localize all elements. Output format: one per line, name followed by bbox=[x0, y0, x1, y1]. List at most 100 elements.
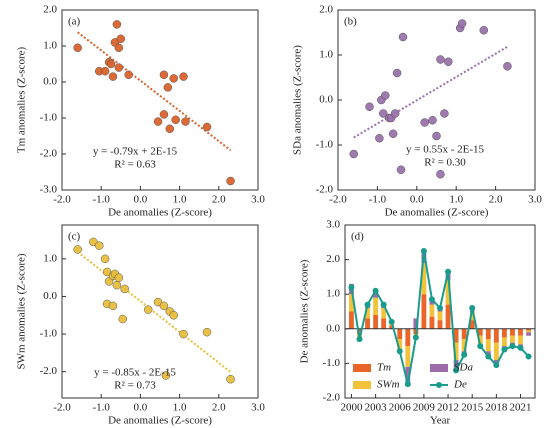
line-marker bbox=[404, 381, 411, 388]
legend-label: SDa bbox=[454, 362, 473, 374]
point bbox=[161, 371, 171, 380]
point bbox=[108, 301, 118, 311]
line-marker bbox=[372, 287, 379, 294]
bar-segment bbox=[373, 290, 379, 298]
line-marker bbox=[380, 301, 387, 308]
legend-swatch bbox=[353, 381, 371, 389]
point bbox=[179, 72, 188, 81]
bar-segment bbox=[453, 328, 459, 343]
bar-segment bbox=[485, 339, 491, 352]
point bbox=[153, 117, 163, 126]
point bbox=[226, 374, 235, 384]
plot-frame bbox=[61, 224, 259, 399]
y-tick-label: 1.0 bbox=[43, 252, 57, 264]
point bbox=[432, 131, 441, 141]
point bbox=[73, 43, 82, 53]
bar-segment bbox=[373, 297, 379, 315]
y-tick-label: -1.0 bbox=[40, 112, 58, 124]
y-tick-label: 0.0 bbox=[326, 322, 340, 334]
point bbox=[436, 170, 445, 179]
x-tick-label: 0.0 bbox=[134, 402, 148, 414]
point bbox=[106, 59, 116, 69]
legend-label: De bbox=[453, 379, 467, 391]
point bbox=[444, 57, 453, 66]
x-tick-label: -1.0 bbox=[92, 402, 110, 414]
bar-segment bbox=[461, 328, 467, 340]
bar-segment bbox=[445, 280, 451, 305]
x-tick-label: 1.0 bbox=[449, 194, 463, 206]
point bbox=[440, 109, 449, 118]
x-tick-label: -1.0 bbox=[369, 194, 387, 206]
point bbox=[479, 26, 489, 35]
bar-segment bbox=[518, 335, 523, 345]
line-marker bbox=[348, 284, 355, 291]
x-tick-label: 2000 bbox=[340, 402, 363, 414]
bar-segment bbox=[510, 328, 515, 336]
bar-segment bbox=[477, 335, 483, 345]
trendline bbox=[77, 251, 232, 373]
y-tick-label: -1.0 bbox=[323, 357, 341, 369]
bar-segment bbox=[429, 304, 435, 317]
legend-swatch bbox=[353, 364, 371, 372]
line-marker bbox=[364, 301, 371, 308]
bar-segment bbox=[485, 328, 491, 340]
bar-segment bbox=[421, 263, 427, 295]
bar-segment bbox=[365, 308, 370, 319]
y-axis-label: SDa anomalies (Z-score) bbox=[292, 45, 304, 155]
annotation: y = 0.55x - 2E-15 bbox=[406, 144, 484, 156]
line-marker bbox=[485, 353, 492, 360]
bar-segment bbox=[397, 339, 403, 350]
line-marker bbox=[388, 318, 395, 325]
point bbox=[381, 91, 390, 100]
line-marker bbox=[477, 343, 484, 350]
y-tick-label: -2.0 bbox=[40, 365, 58, 377]
legend-swatch bbox=[436, 382, 442, 388]
point bbox=[171, 115, 180, 125]
point bbox=[100, 66, 110, 76]
point bbox=[388, 129, 398, 138]
point bbox=[114, 273, 124, 282]
x-tick-label: 1.0 bbox=[173, 402, 187, 414]
point bbox=[114, 63, 124, 72]
point bbox=[390, 109, 400, 118]
bar-segment bbox=[349, 294, 354, 312]
bar-segment bbox=[405, 366, 411, 385]
x-tick-label: 2.0 bbox=[489, 194, 503, 206]
line-marker bbox=[437, 305, 443, 312]
bar-segment bbox=[437, 320, 443, 329]
x-tick-label: -2.0 bbox=[53, 402, 71, 414]
plot-frame bbox=[61, 9, 259, 191]
bar-segment bbox=[493, 342, 499, 360]
y-axis-label: SWm anomalies (Z-score) bbox=[16, 253, 28, 369]
line-marker bbox=[509, 343, 516, 350]
y-tick-label: 2.0 bbox=[326, 253, 340, 265]
panel-label: (b) bbox=[344, 16, 357, 28]
bar-segment bbox=[526, 328, 531, 331]
point bbox=[143, 305, 153, 314]
trendline bbox=[77, 31, 232, 152]
annotation: R² = 0.63 bbox=[114, 159, 156, 171]
point bbox=[379, 109, 388, 118]
x-tick-label: -2.0 bbox=[329, 194, 347, 206]
point bbox=[163, 83, 173, 92]
line-marker bbox=[525, 353, 532, 360]
point bbox=[428, 116, 437, 125]
point bbox=[181, 117, 190, 126]
point bbox=[159, 301, 169, 311]
point bbox=[108, 72, 118, 81]
bar-segment bbox=[389, 325, 395, 329]
x-tick-label: 3.0 bbox=[251, 402, 265, 414]
bar-segment bbox=[469, 320, 475, 329]
x-axis-label: De anomalies (Z-score) bbox=[385, 207, 489, 219]
point bbox=[94, 241, 104, 250]
bar-segment bbox=[381, 318, 387, 329]
x-tick-label: 2018 bbox=[485, 402, 508, 414]
line-marker bbox=[517, 344, 524, 351]
x-tick-label: 2021 bbox=[510, 402, 532, 414]
x-tick-label: 1.0 bbox=[173, 194, 187, 206]
point bbox=[349, 149, 359, 159]
x-tick-label: 2.0 bbox=[212, 194, 226, 206]
y-tick-label: -2.0 bbox=[40, 148, 58, 160]
point bbox=[116, 34, 126, 44]
bar-segment bbox=[413, 318, 419, 329]
